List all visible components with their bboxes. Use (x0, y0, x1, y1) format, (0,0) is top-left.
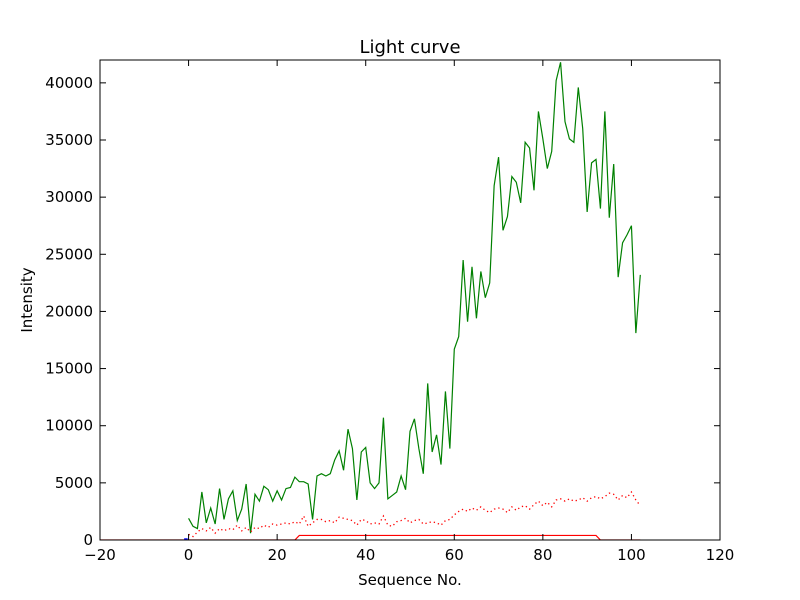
y-tick-label: 20000 (45, 302, 93, 320)
x-tick-label: 120 (706, 546, 735, 564)
y-tick-label: 0 (83, 531, 93, 549)
series-line-2 (188, 490, 641, 538)
y-tick-label: 5000 (55, 474, 93, 492)
x-tick-label: 20 (268, 546, 287, 564)
series-line-1 (188, 62, 641, 534)
y-tick-label: 35000 (45, 131, 93, 149)
y-axis-label: Intensity (18, 267, 36, 332)
y-tick-label: 10000 (45, 417, 93, 435)
chart-title: Light curve (359, 37, 460, 58)
y-tick-label: 40000 (45, 74, 93, 92)
x-tick-label: −20 (84, 546, 116, 564)
x-axis-label: Sequence No. (358, 571, 462, 589)
plot-frame (99, 59, 721, 541)
plot-area (100, 62, 641, 540)
series-line-3 (100, 534, 641, 540)
x-tick-label: 40 (356, 546, 375, 564)
x-tick-label: 60 (445, 546, 464, 564)
x-tick-label: 100 (617, 546, 646, 564)
y-tick-label: 15000 (45, 360, 93, 378)
x-tick-label: 0 (184, 546, 194, 564)
y-tick-label: 25000 (45, 245, 93, 263)
x-tick-label: 80 (533, 546, 552, 564)
axis-ticks: −20 0 20 40 60 80 100 1200500010000150002000025… (45, 60, 734, 564)
y-tick-label: 30000 (45, 188, 93, 206)
